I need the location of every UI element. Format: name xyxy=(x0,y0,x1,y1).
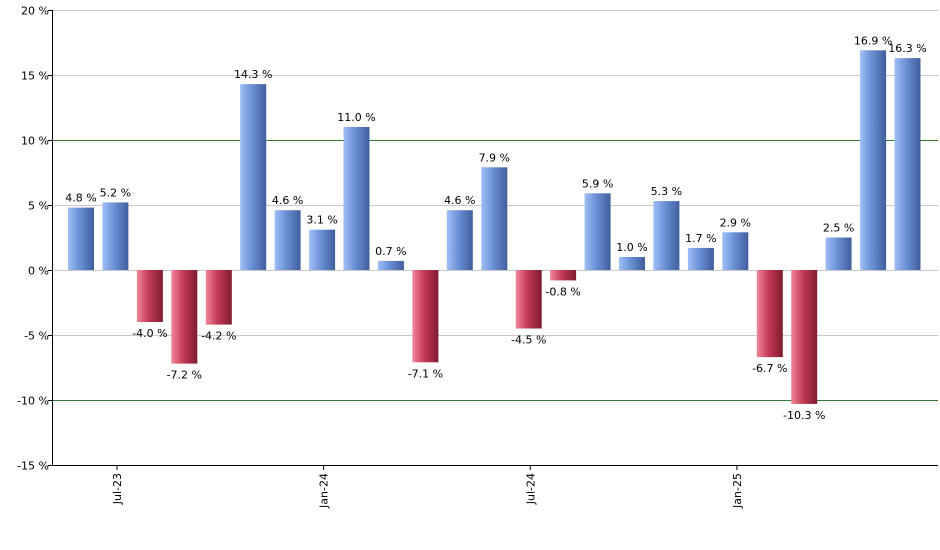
bar-positive xyxy=(446,210,473,270)
data-label: 5.2 % xyxy=(100,186,131,199)
y-tick-label: 5 % xyxy=(28,200,49,213)
bar-positive xyxy=(377,260,404,270)
data-label: 2.9 % xyxy=(720,216,751,229)
bar-positive xyxy=(894,58,921,270)
data-label: 5.9 % xyxy=(582,177,613,190)
data-label: 4.6 % xyxy=(444,194,475,207)
bar-negative xyxy=(136,270,163,322)
bar-positive xyxy=(481,167,508,270)
x-tick-label-group: Jul-23 xyxy=(111,473,124,505)
x-tick-label-group: Jan-24 xyxy=(318,473,331,509)
bar-positive xyxy=(653,201,680,270)
bar-positive xyxy=(68,207,94,270)
grid-layer xyxy=(52,10,938,401)
data-label: 1.7 % xyxy=(685,232,716,245)
data-label: -4.5 % xyxy=(511,334,546,347)
y-tick-label: -5 % xyxy=(24,330,49,343)
label-layer: 4.8 % 5.2 %-4.0 %-7.2 %-4.2 %14.3 %4.6 %3… xyxy=(65,34,926,422)
data-label: 11.0 % xyxy=(337,111,375,124)
bar-positive xyxy=(825,237,852,270)
bar-negative xyxy=(756,270,783,358)
axis-layer: 20 % 15 % 10 % 5 % 0 % -5 % -10 % -15 % Jul-23 Ja… xyxy=(17,5,938,509)
data-label: -4.2 % xyxy=(201,330,236,343)
bar-positive xyxy=(240,84,267,270)
bar-negative xyxy=(515,270,542,329)
bar-positive xyxy=(102,202,129,270)
data-label: -7.2 % xyxy=(167,369,202,382)
bar-negative xyxy=(412,270,439,363)
bar-positive xyxy=(309,229,336,270)
bar-negative xyxy=(205,270,232,325)
x-tick-label: Jul-23 xyxy=(111,473,124,505)
bar-positive xyxy=(619,257,645,270)
x-tick-label: Jul-24 xyxy=(524,473,537,505)
y-tick-label: -15 % xyxy=(17,460,49,473)
y-tick-label: 20 % xyxy=(21,5,49,18)
bar-negative xyxy=(550,270,577,281)
bar-positive xyxy=(274,210,301,270)
data-label: 3.1 % xyxy=(306,214,337,227)
data-label: -4.0 % xyxy=(132,327,167,340)
data-label: 1.0 % xyxy=(616,241,647,254)
data-label: 14.3 % xyxy=(234,68,272,81)
bar-positive xyxy=(722,232,749,270)
data-label: -10.3 % xyxy=(783,409,825,422)
bar-positive xyxy=(584,193,611,270)
bar-positive xyxy=(860,50,887,270)
x-tick-label-group: Jan-25 xyxy=(731,473,744,509)
data-label: 2.5 % xyxy=(823,222,854,235)
bar-negative xyxy=(171,270,198,364)
bar-positive xyxy=(687,247,714,270)
data-label: -0.8 % xyxy=(545,285,580,298)
x-tick-label-group: Jul-24 xyxy=(524,473,537,505)
y-tick-label: -10 % xyxy=(17,395,49,408)
data-label: 16.9 % xyxy=(854,34,892,47)
bar-negative xyxy=(791,270,818,404)
data-label: -7.1 % xyxy=(408,367,443,380)
y-tick-label: 0 % xyxy=(28,265,49,278)
data-label: -6.7 % xyxy=(752,362,787,375)
bar-positive xyxy=(343,127,370,270)
y-tick-label: 15 % xyxy=(21,70,49,83)
data-label: 4.8 % xyxy=(65,192,96,205)
data-label: 0.7 % xyxy=(375,245,406,258)
data-label: 7.9 % xyxy=(479,151,510,164)
y-tick-label: 10 % xyxy=(21,135,49,148)
x-tick-label: Jan-25 xyxy=(731,473,744,509)
x-tick-label: Jan-24 xyxy=(318,473,331,509)
data-label: 16.3 % xyxy=(888,42,926,55)
data-label: 4.6 % xyxy=(272,194,303,207)
data-label: 5.3 % xyxy=(651,185,682,198)
bar-layer xyxy=(68,50,921,404)
